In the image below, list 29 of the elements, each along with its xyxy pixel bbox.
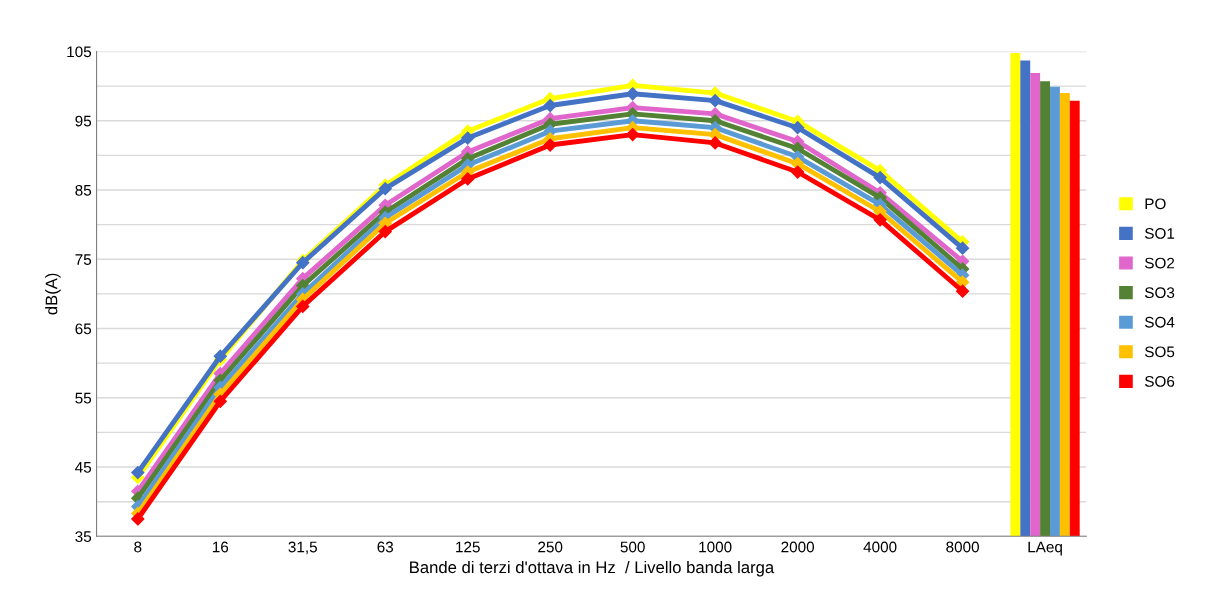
x-tick-label: 16: [212, 541, 229, 553]
y-tick-label: 95: [75, 115, 92, 127]
x-tick-label: LAeq: [1028, 541, 1062, 556]
y-tick-label: 85: [75, 184, 92, 196]
x-tick-label: 500: [620, 541, 645, 553]
legend-label: SO5: [1144, 346, 1175, 358]
y-axis-title: dB(A): [45, 273, 61, 315]
legend-label: PO: [1145, 198, 1166, 210]
legend-label: SO6: [1144, 376, 1175, 387]
legend-label: SO1: [1144, 228, 1175, 239]
x-tick-label: 8000: [946, 541, 979, 553]
y-tick-label: 45: [75, 462, 92, 473]
x-tick-label: 63: [377, 541, 394, 553]
x-axis-title: Bande di terzi d'ottava in Hz / Livello banda larga: [410, 560, 775, 577]
y-tick-label: 75: [75, 254, 92, 265]
y-tick-label: 65: [75, 323, 92, 335]
x-tick-label: 4000: [863, 541, 897, 553]
x-tick-label: 125: [456, 541, 480, 553]
x-tick-label: 1000: [699, 541, 732, 553]
y-tick-label: 105: [67, 46, 92, 58]
legend-label: SO2: [1144, 257, 1175, 269]
x-tick-label: 31,5: [288, 541, 317, 555]
x-tick-label: 8: [134, 541, 142, 553]
y-tick-label: 55: [75, 392, 92, 404]
legend-label: SO4: [1144, 316, 1175, 328]
x-tick-label: 250: [538, 541, 563, 553]
y-tick-label: 35: [75, 531, 92, 542]
x-tick-label: 2000: [781, 541, 815, 553]
legend-label: SO3: [1144, 287, 1175, 299]
